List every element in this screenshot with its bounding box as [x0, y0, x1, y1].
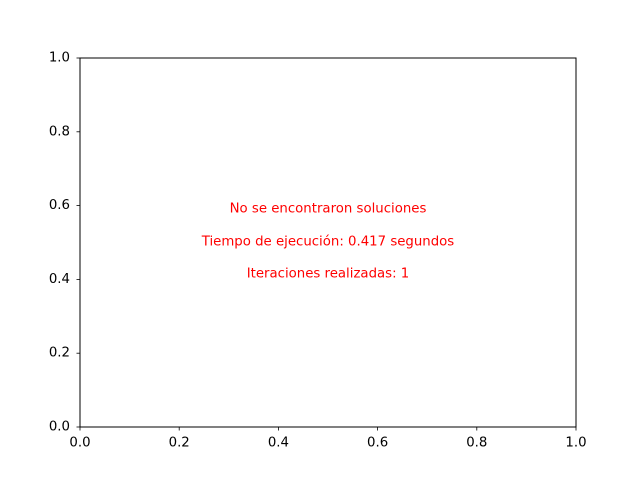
annotation-execution-time: Tiempo de ejecución: 0.417 segundos [201, 234, 455, 250]
x-tick-label: 0.4 [268, 436, 289, 451]
x-tick-label: 1.0 [565, 436, 586, 451]
annotation-no-solutions: No se encontraron soluciones [230, 202, 427, 217]
y-tick-label: 1.0 [49, 51, 70, 66]
y-tick-label: 0.4 [49, 272, 70, 287]
annotations: No se encontraron soluciones Tiempo de e… [201, 202, 455, 282]
plot-area [79, 57, 577, 428]
y-tick-label: 0.8 [49, 124, 70, 139]
x-tick-label: 0.8 [466, 436, 487, 451]
annotation-iterations: Iteraciones realizadas: 1 [247, 267, 410, 282]
x-tick-label: 0.0 [69, 436, 90, 451]
y-tick-label: 0.2 [49, 346, 70, 361]
y-tick-label: 0.0 [49, 420, 70, 435]
x-axis: 0.0 0.2 0.4 0.6 0.8 1.0 [69, 427, 587, 451]
y-axis: 0.0 0.2 0.4 0.6 0.8 1.0 [49, 51, 80, 435]
axes-frame [79, 57, 577, 428]
x-tick-label: 0.2 [169, 436, 190, 451]
y-tick-label: 0.6 [49, 198, 70, 213]
x-tick-label: 0.6 [367, 436, 388, 451]
